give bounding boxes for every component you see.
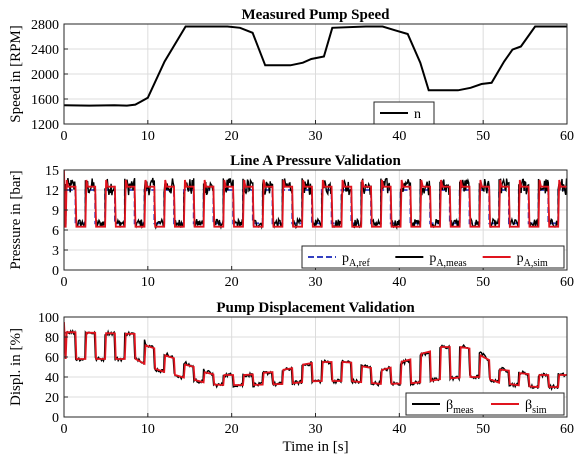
series-line-beta-sim: [64, 321, 567, 388]
x-tick-label: 10: [141, 422, 155, 437]
chart-title: Measured Pump Speed: [241, 7, 390, 23]
x-tick-label: 50: [476, 275, 490, 290]
x-tick-label: 50: [476, 422, 490, 437]
y-tick-label: 1600: [31, 93, 59, 108]
x-tick-label: 20: [225, 129, 239, 144]
legend-label-main: p: [429, 251, 436, 266]
y-tick-label: 6: [52, 224, 59, 239]
x-tick-label: 30: [309, 129, 323, 144]
x-tick-label: 10: [141, 275, 155, 290]
legend-box: [405, 392, 565, 416]
x-tick-label: 40: [392, 129, 406, 144]
legend-label-0: n: [414, 107, 421, 122]
x-tick-label: 40: [392, 422, 406, 437]
chart-title: Pump Displacement Validation: [216, 300, 415, 316]
legend-label-2: pA,sim: [517, 251, 548, 269]
legend-label-subscript: A,meas: [436, 258, 466, 269]
y-tick-label: 1200: [31, 118, 59, 133]
y-tick-label: 15: [45, 164, 59, 179]
x-tick-label: 50: [476, 129, 490, 144]
legend-box: [301, 245, 565, 269]
legend: n: [373, 101, 435, 125]
y-tick-label: 12: [45, 184, 59, 199]
legend-label-0: βmeas: [446, 398, 474, 416]
x-tick-label: 10: [141, 129, 155, 144]
x-tick-label: 0: [61, 275, 68, 290]
legend-label-main: n: [414, 107, 421, 122]
chart-title: Line A Pressure Validation: [230, 153, 401, 169]
y-axis-label: Speed in [RPM]: [8, 25, 24, 123]
x-tick-label: 0: [61, 129, 68, 144]
x-tick-label: 40: [392, 275, 406, 290]
legend-label-1: βsim: [525, 398, 547, 416]
plot-area: [64, 321, 567, 392]
series-line-n: [64, 25, 567, 107]
series-line-p-sim: [64, 170, 567, 228]
chart-panel-3: 0 10 20 30 40 50 60 0 20 40 60 80 100 Pump Displaceme…: [8, 300, 574, 455]
legend-label-subscript: sim: [532, 405, 547, 416]
legend-label-subscript: A,ref: [349, 258, 370, 269]
series-line-p-ref: [64, 189, 567, 225]
chart-panel-2: 0 10 20 30 40 50 60 0 3 6 9 12 15 Line A Pressure Val…: [8, 153, 574, 290]
legend-label-0: pA,ref: [342, 251, 370, 269]
chart-panel-1: 0 10 20 30 40 50 60 1200 1600 2000 2400 2800 Measure…: [8, 7, 574, 144]
x-tick-label: 20: [225, 275, 239, 290]
y-tick-label: 3: [52, 244, 59, 259]
y-tick-label: 80: [45, 331, 59, 346]
y-tick-label: 2400: [31, 43, 59, 58]
y-axis-label: Displ. in [%]: [8, 328, 24, 406]
legend-label-main: p: [517, 251, 524, 266]
y-tick-label: 0: [52, 264, 59, 279]
y-tick-label: 2000: [31, 68, 59, 83]
plot-area: [64, 25, 567, 107]
x-tick-label: 60: [560, 422, 574, 437]
legend-label-main: p: [342, 251, 349, 266]
legend: βmeas βsim: [405, 392, 565, 416]
y-tick-label: 100: [38, 311, 59, 326]
legend-label-main: β: [525, 398, 532, 413]
legend-label-1: pA,meas: [429, 251, 466, 269]
y-tick-label: 40: [45, 371, 59, 386]
legend-label-subscript: A,sim: [524, 258, 548, 269]
x-axis-label: Time in [s]: [282, 439, 348, 455]
x-tick-label: 60: [560, 275, 574, 290]
x-tick-label: 20: [225, 422, 239, 437]
x-tick-label: 30: [309, 422, 323, 437]
y-tick-label: 0: [52, 411, 59, 426]
y-tick-label: 9: [52, 204, 59, 219]
legend-label-main: β: [446, 398, 453, 413]
y-tick-label: 60: [45, 351, 59, 366]
legend-label-subscript: meas: [453, 405, 474, 416]
plot-area: [64, 170, 567, 230]
x-tick-label: 60: [560, 129, 574, 144]
legend: pA,ref pA,meas pA,sim: [301, 245, 565, 269]
y-tick-label: 2800: [31, 18, 59, 33]
x-tick-label: 0: [61, 422, 68, 437]
x-tick-label: 30: [309, 275, 323, 290]
y-tick-label: 20: [45, 391, 59, 406]
y-axis-label: Pressure in [bar]: [8, 170, 24, 269]
